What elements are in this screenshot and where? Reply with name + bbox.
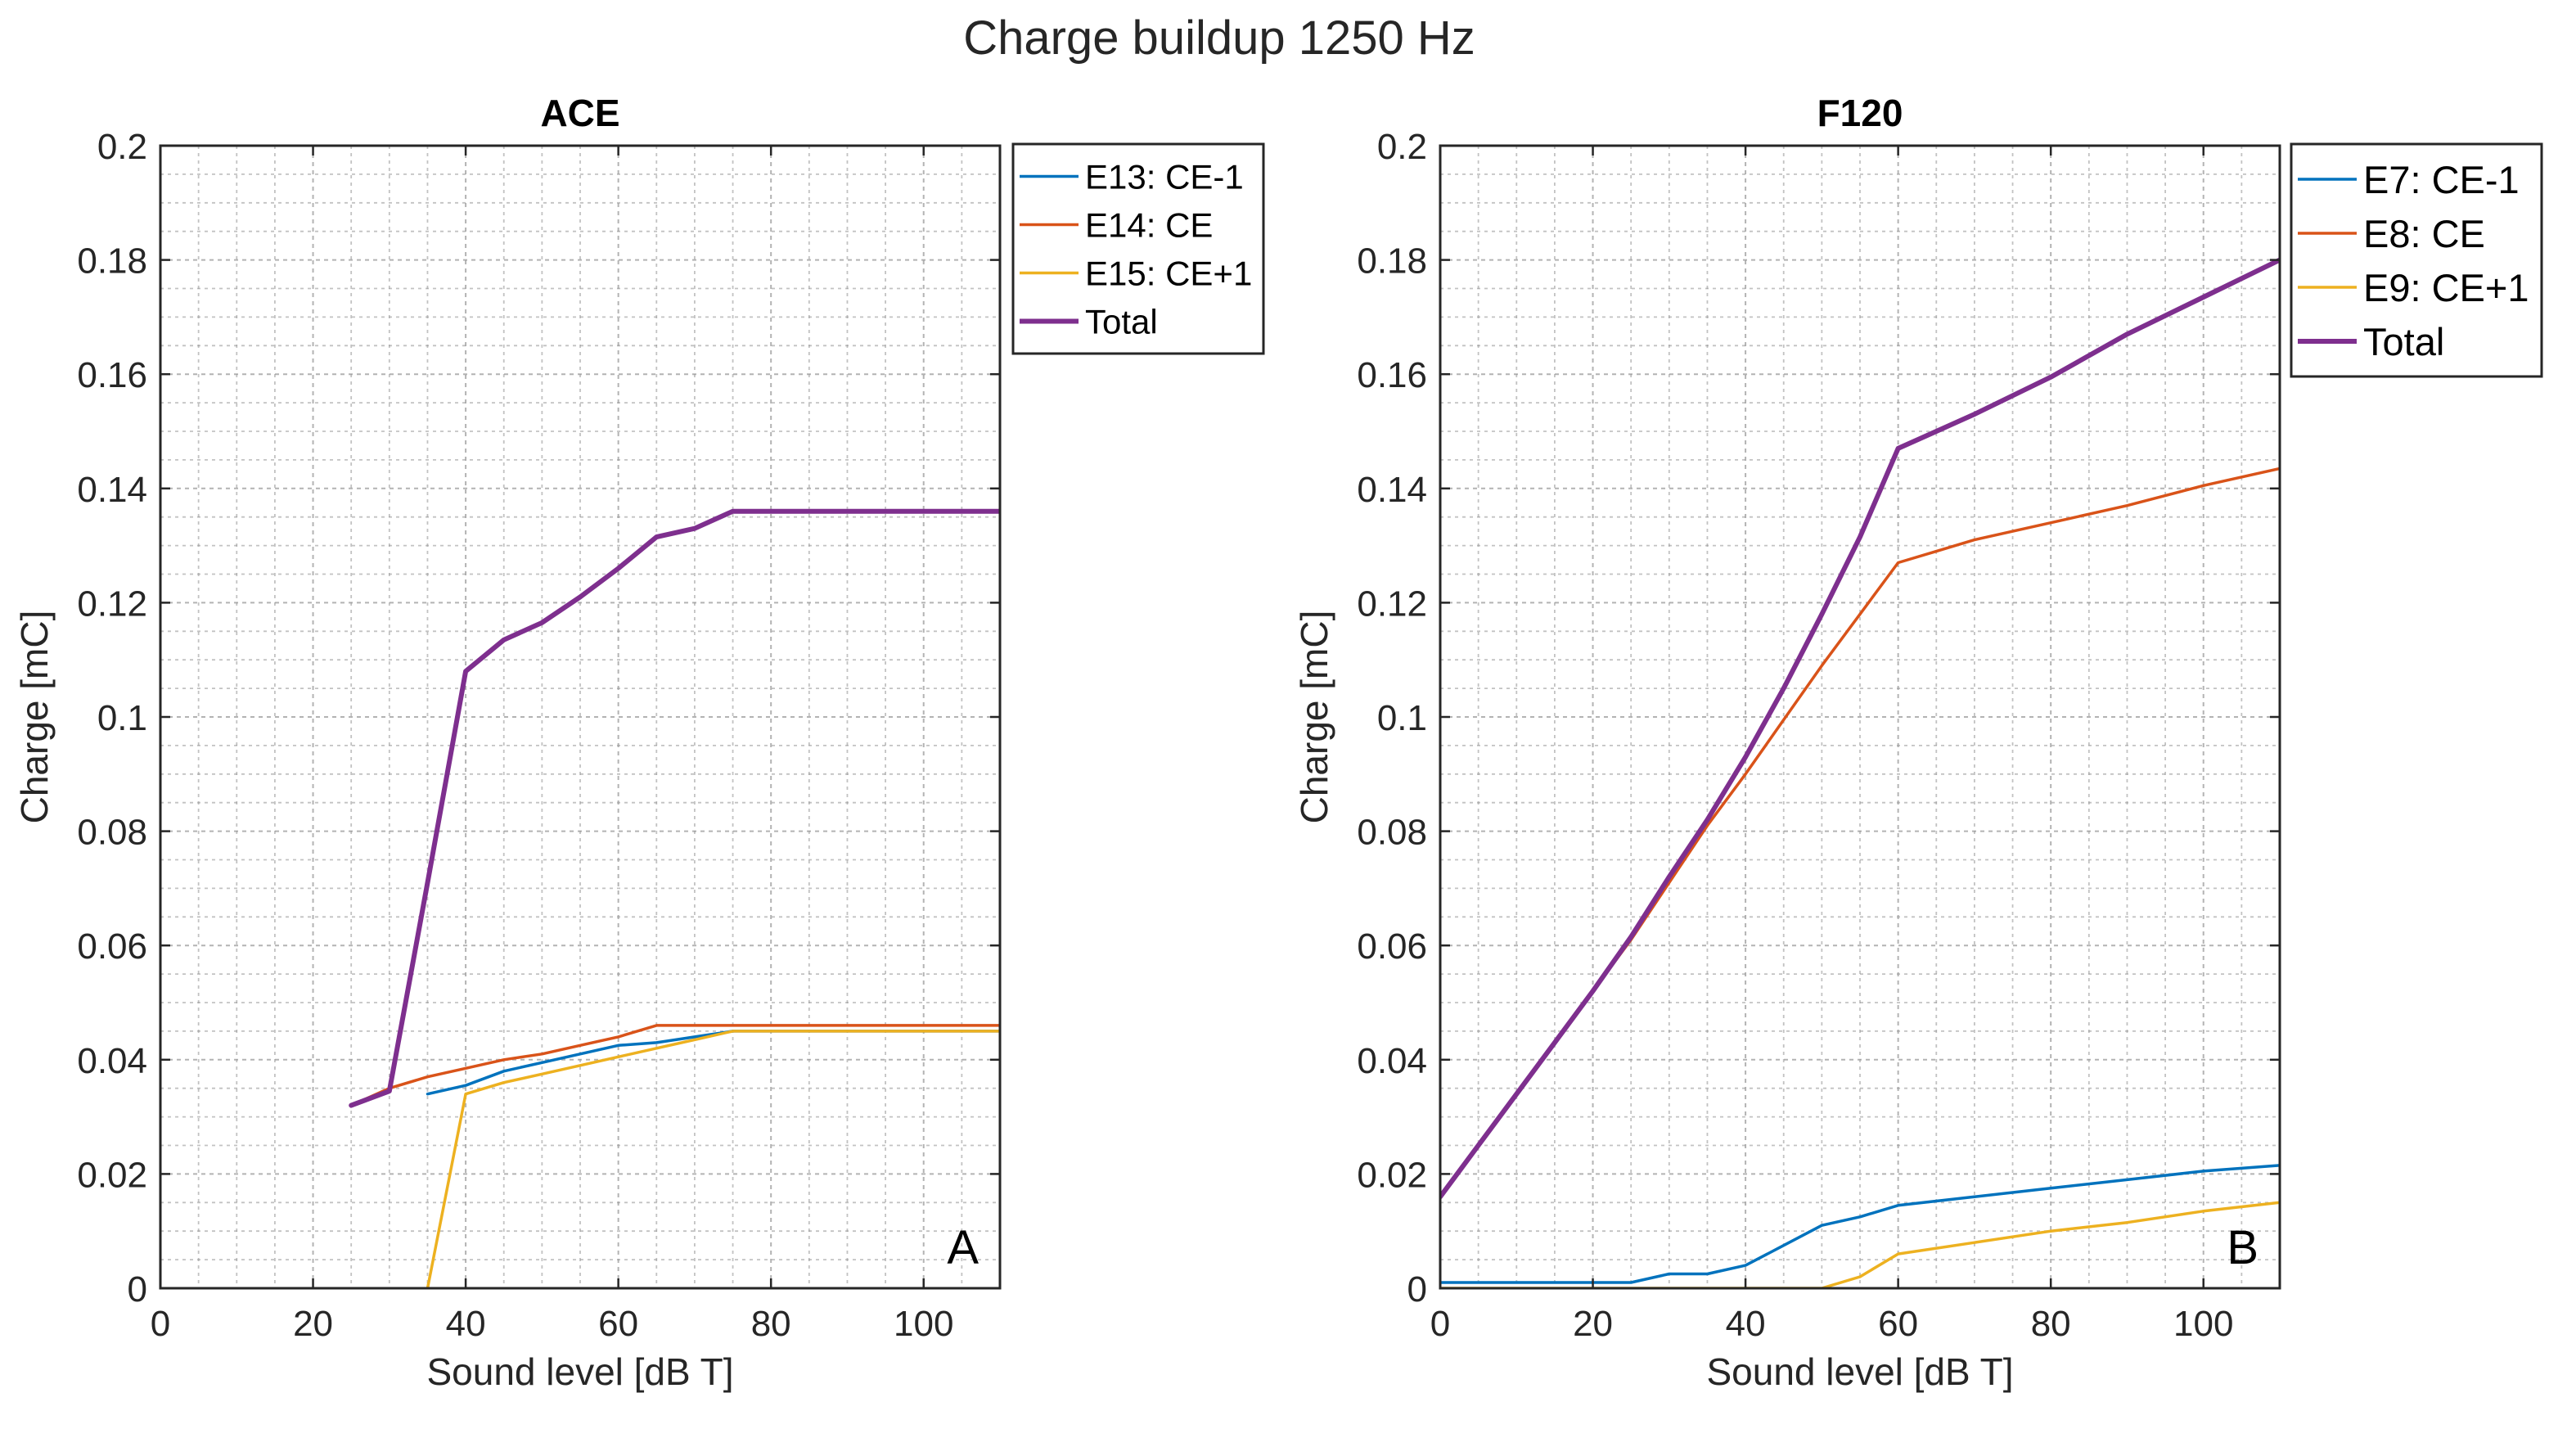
x-tick-label: 0 (151, 1304, 170, 1344)
y-tick-label: 0.02 (77, 1155, 147, 1195)
x-tick-label: 60 (1878, 1304, 1918, 1344)
figure-title: Charge buildup 1250 Hz (963, 11, 1475, 65)
y-tick-label: 0.18 (1357, 241, 1427, 282)
grid-lines (1440, 146, 2280, 1288)
y-ticks: 0 0.02 0.04 0.06 0.08 0.1 0.12 0.14 0.16 0.18 0.2 (77, 127, 1000, 1310)
legend: E13: CE-1 E14: CE E15: CE+1 Total (1011, 142, 1265, 355)
x-axis-label: Sound level [dB T] (426, 1350, 733, 1393)
legend-item: E15: CE+1 (1020, 255, 1252, 293)
legend-label: E14: CE (1085, 206, 1213, 245)
legend-item: E13: CE-1 (1020, 158, 1244, 196)
legend-label: E8: CE (2363, 212, 2485, 255)
y-tick-label: 0.1 (97, 698, 147, 738)
x-tick-label: 40 (446, 1304, 486, 1344)
legend-label: Total (2363, 320, 2444, 363)
x-tick-label: 40 (1726, 1304, 1766, 1344)
y-tick-label: 0 (1407, 1269, 1427, 1310)
x-tick-label: 60 (598, 1304, 638, 1344)
y-tick-label: 0 (128, 1269, 147, 1310)
y-tick-label: 0.16 (77, 355, 147, 395)
series-lines (1440, 257, 2280, 1288)
y-tick-label: 0.14 (1357, 470, 1427, 510)
y-ticks: 0 0.02 0.04 0.06 0.08 0.1 0.12 0.14 0.16 0.18 0.2 (1357, 127, 2280, 1310)
grid-lines (160, 146, 1000, 1288)
y-tick-label: 0.02 (1357, 1155, 1427, 1195)
x-tick-label: 100 (894, 1304, 953, 1344)
y-tick-label: 0.12 (1357, 584, 1427, 624)
y-axis-label: Charge [mC] (1293, 611, 1335, 824)
x-tick-label: 0 (1430, 1304, 1450, 1344)
y-axis-label: Charge [mC] (13, 611, 56, 824)
x-tick-label: 20 (1573, 1304, 1613, 1344)
series-line-e0 (1440, 1164, 2280, 1284)
y-tick-label: 0.04 (1357, 1041, 1427, 1081)
legend-item: E8: CE (2298, 212, 2485, 255)
x-ticks: 0 20 40 60 80 100 (1430, 146, 2233, 1344)
y-tick-label: 0.18 (77, 241, 147, 282)
legend-item: E7: CE-1 (2298, 158, 2520, 201)
series-points-e1 (351, 1025, 1000, 1106)
legend-item: E14: CE (1020, 206, 1213, 245)
series-points-total (351, 511, 1000, 1106)
x-tick-label: 100 (2173, 1304, 2233, 1344)
legend-label: Total (1085, 303, 1158, 341)
x-ticks: 0 20 40 60 80 100 (151, 146, 953, 1344)
x-tick-label: 80 (751, 1304, 791, 1344)
y-tick-label: 0.2 (1377, 127, 1427, 167)
y-tick-label: 0.06 (77, 926, 147, 967)
legend-label: E9: CE+1 (2363, 266, 2529, 309)
series-lines (349, 508, 1000, 1288)
y-tick-label: 0.1 (1377, 698, 1427, 738)
y-tick-label: 0.16 (1357, 355, 1427, 395)
legend-label: E15: CE+1 (1085, 255, 1252, 293)
x-tick-label: 20 (293, 1304, 333, 1344)
y-tick-label: 0.2 (97, 127, 147, 167)
chart-panel-a: 0 20 40 60 80 100 0 0.02 0.04 0.06 0.08 0.1 0.12 0.14… (13, 92, 1265, 1393)
legend-box (2290, 142, 2543, 378)
legend-label: E13: CE-1 (1085, 158, 1244, 196)
y-tick-label: 0.14 (77, 470, 147, 510)
y-tick-label: 0.08 (77, 813, 147, 853)
legend: E7: CE-1 E8: CE E9: CE+1 Total (2290, 142, 2543, 378)
legend-box (1011, 142, 1265, 355)
x-axis-label: Sound level [dB T] (1706, 1350, 2013, 1393)
series-points-total (1440, 259, 2280, 1197)
y-tick-label: 0.12 (77, 584, 147, 624)
legend-item: Total (2298, 320, 2444, 363)
panel-label: A (947, 1221, 979, 1274)
chart-title: ACE (540, 92, 619, 134)
y-tick-label: 0.08 (1357, 813, 1427, 853)
y-tick-label: 0.04 (77, 1041, 147, 1081)
y-tick-label: 0.06 (1357, 926, 1427, 967)
chart-title: F120 (1817, 92, 1903, 134)
panel-label: B (2227, 1221, 2259, 1274)
legend-label: E7: CE-1 (2363, 158, 2520, 201)
chart-panel-b: 0 20 40 60 80 100 0 0.02 0.04 0.06 0.08 0.1 0.12 0.14… (1293, 92, 2543, 1393)
x-tick-label: 80 (2031, 1304, 2071, 1344)
legend-item: Total (1020, 303, 1158, 341)
legend-item: E9: CE+1 (2298, 266, 2529, 309)
